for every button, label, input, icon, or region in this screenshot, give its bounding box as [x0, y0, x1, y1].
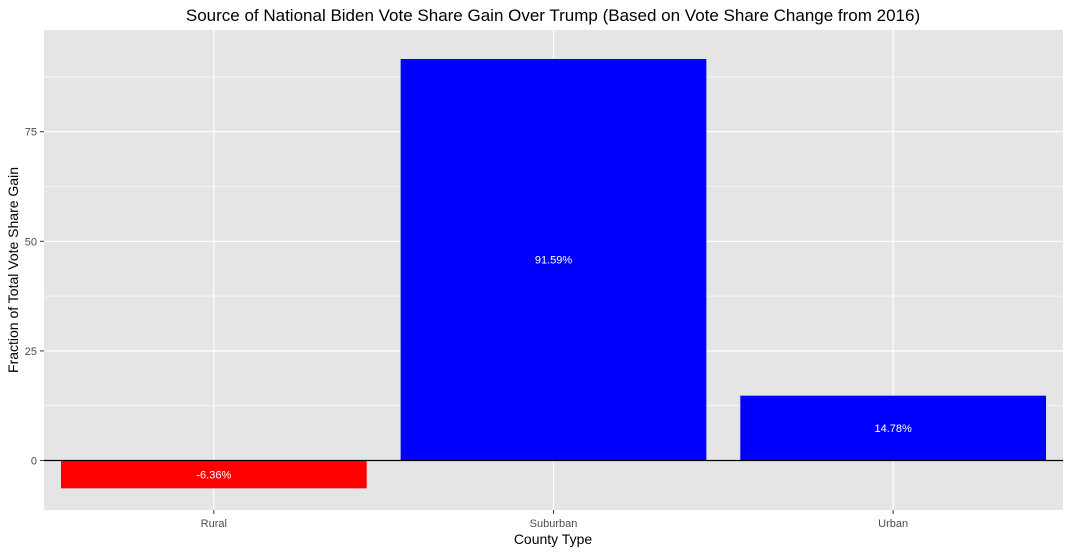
x-tick-label: Urban [878, 518, 908, 530]
bar-suburban [400, 58, 707, 461]
x-tick-label: Suburban [530, 518, 578, 530]
y-axis-title: Fraction of Total Vote Share Gain [5, 167, 21, 373]
y-tick-label: 25 [25, 346, 37, 358]
x-axis-title: County Type [514, 531, 593, 547]
bar-rural [60, 460, 367, 489]
y-tick-label: 50 [25, 236, 37, 248]
y-axis-ticks: 0 25 50 75 [25, 127, 44, 467]
chart-title: Source of National Biden Vote Share Gain… [186, 6, 920, 25]
x-axis-ticks: Rural Suburban Urban [201, 510, 908, 530]
x-tick-label: Rural [201, 518, 227, 530]
y-tick-label: 0 [31, 455, 37, 467]
bar-label-urban: 14.78% [875, 423, 913, 435]
bar-label-suburban: 91.59% [535, 255, 573, 267]
y-tick-label: 75 [25, 127, 37, 139]
bars [60, 58, 1047, 489]
bar-labels: -6.36% 91.59% 14.78% [196, 255, 912, 482]
bar-urban [740, 395, 1047, 461]
bar-label-rural: -6.36% [196, 469, 231, 481]
